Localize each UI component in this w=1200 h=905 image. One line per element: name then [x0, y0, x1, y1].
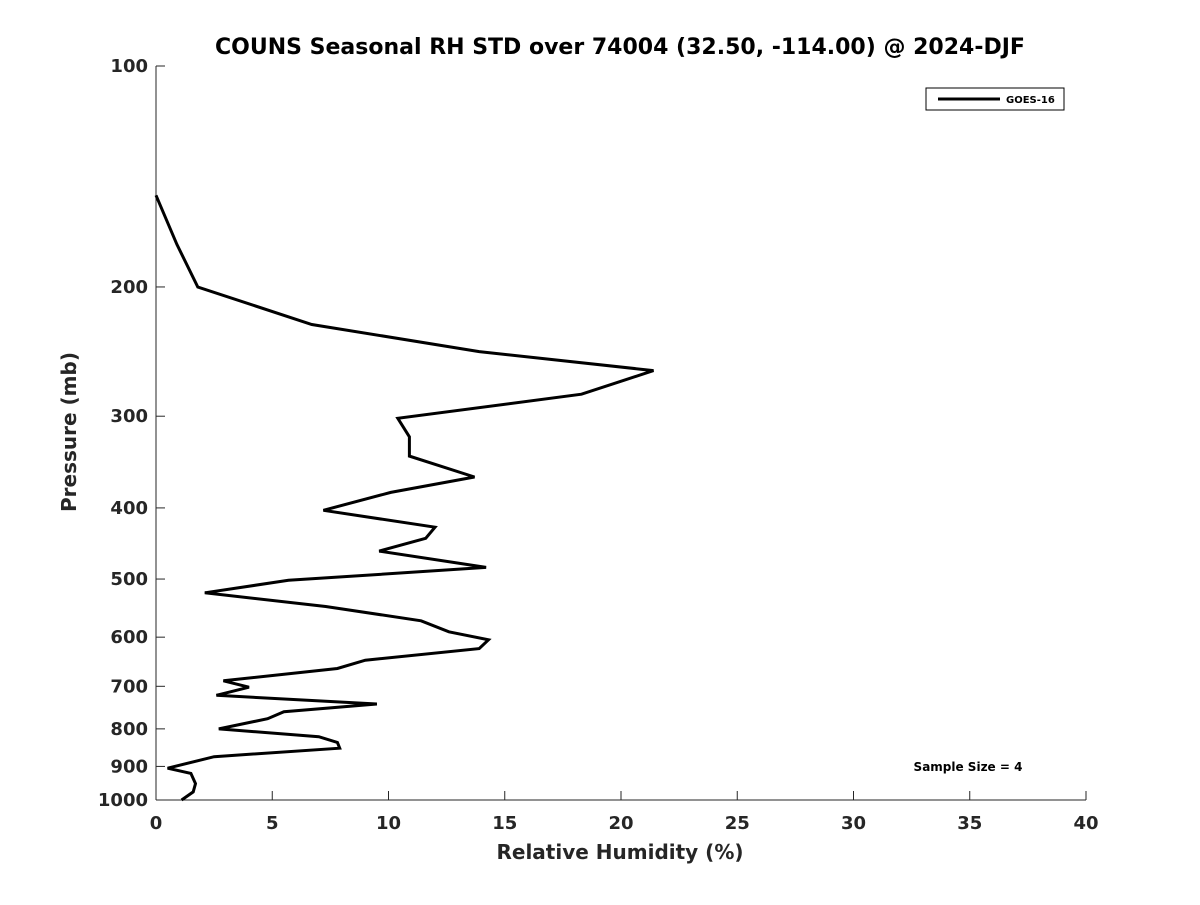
x-tick-label: 20	[608, 813, 633, 834]
y-tick-label: 600	[110, 627, 148, 648]
y-tick-label: 500	[110, 569, 148, 590]
legend-entry-goes-16: GOES-16	[1006, 95, 1055, 106]
x-tick-label: 40	[1073, 813, 1098, 834]
y-tick-label: 800	[110, 719, 148, 740]
plot-lines	[154, 194, 654, 802]
y-tick-label: 200	[110, 277, 148, 298]
x-axis-label: Relative Humidity (%)	[496, 840, 743, 864]
y-tick-label: 100	[110, 56, 148, 77]
y-axis-label: Pressure (mb)	[57, 352, 81, 512]
axes	[155, 66, 1086, 801]
y-axis-ticks: 100 200 300 400 500 600 700 800 900 1000	[98, 56, 165, 811]
sample-size-annotation: Sample Size = 4	[914, 760, 1023, 774]
x-tick-label: 35	[957, 813, 982, 834]
series-line-goes-16	[154, 194, 654, 802]
y-tick-label: 700	[110, 676, 148, 697]
x-tick-label: 30	[841, 813, 866, 834]
y-tick-label: 900	[110, 756, 148, 777]
y-tick-label: 400	[110, 498, 148, 519]
x-axis-ticks: 0 5 10 15 20 25 30 35 40	[150, 791, 1099, 834]
x-tick-label: 10	[376, 813, 401, 834]
x-tick-label: 15	[492, 813, 517, 834]
x-tick-label: 25	[725, 813, 750, 834]
chart-title: COUNS Seasonal RH STD over 74004 (32.50,…	[215, 35, 1025, 60]
legend: GOES-16	[925, 87, 1065, 111]
y-tick-label: 300	[110, 406, 148, 427]
x-tick-label: 0	[150, 813, 163, 834]
y-tick-label: 1000	[98, 790, 148, 811]
x-tick-label: 5	[266, 813, 279, 834]
